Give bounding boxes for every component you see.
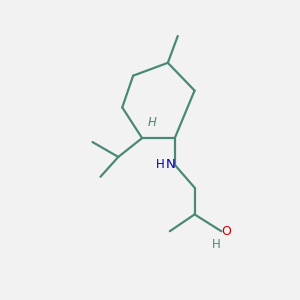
Text: H: H [148,116,156,129]
Text: O: O [221,225,231,238]
Text: H: H [156,158,165,171]
Text: N: N [166,158,175,171]
Text: H: H [212,238,221,250]
